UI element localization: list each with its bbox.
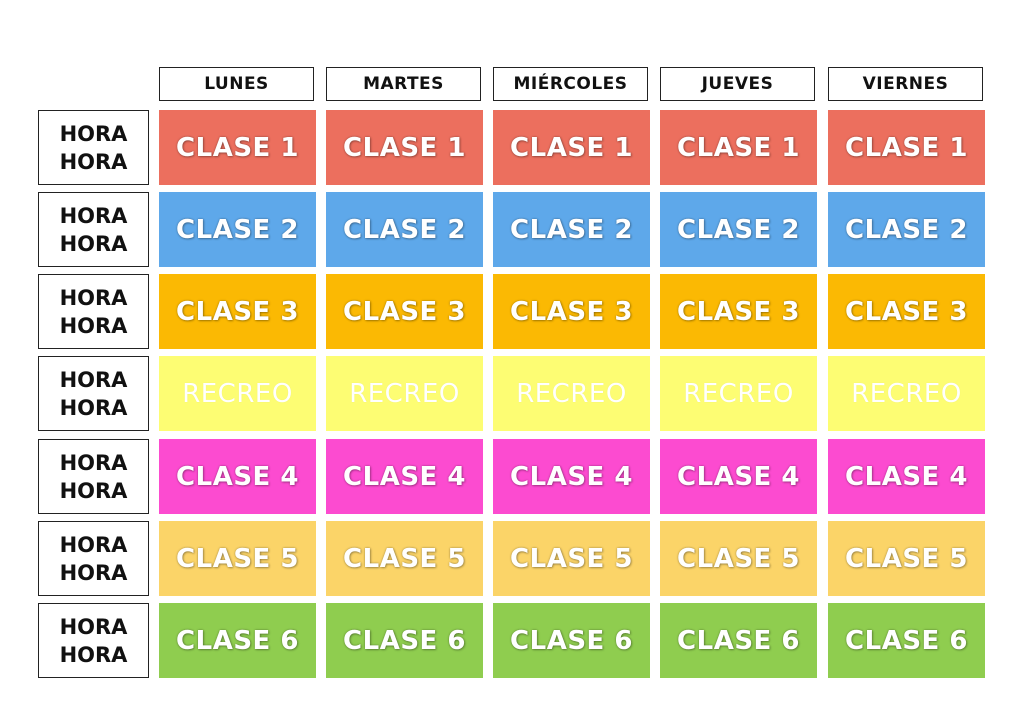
day-header-lunes: LUNES <box>159 67 314 101</box>
day-header-martes: MARTES <box>326 67 481 101</box>
class-cell-lunes-6: CLASE 6 <box>159 603 316 678</box>
class-cell-martes-6: CLASE 6 <box>326 603 483 678</box>
class-cell-viernes-2: CLASE 2 <box>828 192 985 267</box>
class-cell-lunes-1: CLASE 1 <box>159 110 316 185</box>
class-cell-lunes-3: CLASE 3 <box>159 274 316 349</box>
time-slot-6: HORA HORA <box>38 521 149 596</box>
time-slot-start: HORA <box>59 450 128 475</box>
class-cell-viernes-4: CLASE 4 <box>828 439 985 514</box>
class-cell-martes-2: CLASE 2 <box>326 192 483 267</box>
recess-cell-lunes: RECREO <box>159 356 316 431</box>
time-slot-end: HORA <box>59 313 128 338</box>
day-header-viernes: VIERNES <box>828 67 983 101</box>
time-slot-2: HORA HORA <box>38 192 149 267</box>
time-slot-4: HORA HORA <box>38 356 149 431</box>
class-cell-jueves-5: CLASE 5 <box>660 521 817 596</box>
class-cell-miercoles-2: CLASE 2 <box>493 192 650 267</box>
class-cell-viernes-3: CLASE 3 <box>828 274 985 349</box>
class-cell-lunes-4: CLASE 4 <box>159 439 316 514</box>
time-slot-start: HORA <box>59 367 128 392</box>
class-cell-lunes-2: CLASE 2 <box>159 192 316 267</box>
class-cell-martes-1: CLASE 1 <box>326 110 483 185</box>
time-slot-1: HORA HORA <box>38 110 149 185</box>
time-slot-3: HORA HORA <box>38 274 149 349</box>
time-slot-start: HORA <box>59 121 128 146</box>
class-cell-jueves-3: CLASE 3 <box>660 274 817 349</box>
class-cell-viernes-6: CLASE 6 <box>828 603 985 678</box>
time-slot-end: HORA <box>59 395 128 420</box>
class-cell-miercoles-3: CLASE 3 <box>493 274 650 349</box>
time-slot-5: HORA HORA <box>38 439 149 514</box>
time-slot-start: HORA <box>59 285 128 310</box>
time-slot-end: HORA <box>59 560 128 585</box>
time-slot-end: HORA <box>59 149 128 174</box>
class-cell-jueves-4: CLASE 4 <box>660 439 817 514</box>
class-cell-miercoles-5: CLASE 5 <box>493 521 650 596</box>
class-cell-martes-5: CLASE 5 <box>326 521 483 596</box>
class-cell-jueves-1: CLASE 1 <box>660 110 817 185</box>
time-slot-end: HORA <box>59 231 128 256</box>
day-header-jueves: JUEVES <box>660 67 815 101</box>
class-cell-jueves-6: CLASE 6 <box>660 603 817 678</box>
class-cell-viernes-1: CLASE 1 <box>828 110 985 185</box>
class-cell-martes-4: CLASE 4 <box>326 439 483 514</box>
day-header-miercoles: MIÉRCOLES <box>493 67 648 101</box>
recess-cell-jueves: RECREO <box>660 356 817 431</box>
time-slot-7: HORA HORA <box>38 603 149 678</box>
recess-cell-viernes: RECREO <box>828 356 985 431</box>
time-slot-start: HORA <box>59 203 128 228</box>
class-cell-viernes-5: CLASE 5 <box>828 521 985 596</box>
class-cell-jueves-2: CLASE 2 <box>660 192 817 267</box>
time-slot-end: HORA <box>59 642 128 667</box>
class-cell-miercoles-6: CLASE 6 <box>493 603 650 678</box>
recess-cell-martes: RECREO <box>326 356 483 431</box>
class-cell-miercoles-1: CLASE 1 <box>493 110 650 185</box>
class-cell-miercoles-4: CLASE 4 <box>493 439 650 514</box>
class-cell-lunes-5: CLASE 5 <box>159 521 316 596</box>
recess-cell-miercoles: RECREO <box>493 356 650 431</box>
time-slot-start: HORA <box>59 614 128 639</box>
time-slot-start: HORA <box>59 532 128 557</box>
class-cell-martes-3: CLASE 3 <box>326 274 483 349</box>
time-slot-end: HORA <box>59 478 128 503</box>
